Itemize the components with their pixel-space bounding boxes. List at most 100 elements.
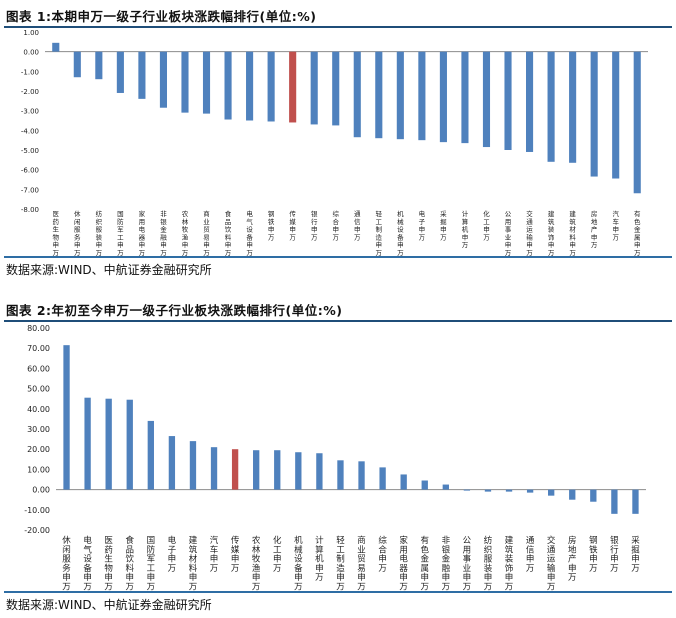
category-label: 化工申万 (273, 535, 282, 574)
bar (482, 51, 491, 148)
category-label: 电气设备申万 (83, 535, 92, 593)
y-tick-label: 80.00 (27, 324, 50, 333)
category-label: 计算机申万 (462, 209, 469, 249)
category-label: 电子申万 (419, 209, 426, 241)
category-label: 建筑装饰申万 (505, 535, 514, 593)
category-label: 机械设备申万 (397, 209, 404, 257)
bar (590, 489, 597, 502)
bar (463, 489, 471, 491)
y-tick-label: 0.00 (23, 49, 39, 57)
category-label: 公用事业申万 (463, 536, 472, 593)
category-label: 商业贸易申万 (357, 535, 366, 593)
bar (159, 51, 167, 108)
bar (295, 452, 302, 490)
category-label: 有色金属申万 (420, 535, 429, 593)
bar (526, 51, 534, 152)
category-label: 银行申万 (610, 535, 619, 574)
category-label: 食品饮料申万 (125, 535, 134, 593)
bar (126, 399, 133, 490)
bar (181, 51, 189, 113)
bar (396, 51, 404, 140)
y-tick-label: -5.00 (21, 147, 39, 155)
bar (353, 51, 361, 138)
y-tick-label: 40.00 (27, 405, 50, 414)
bar (461, 51, 469, 144)
bar (84, 397, 91, 490)
bar (289, 51, 297, 123)
category-label: 钢铁申万 (589, 535, 598, 574)
bar (547, 51, 555, 162)
category-label: 通信申万 (526, 535, 535, 574)
bar (418, 51, 426, 141)
bar (526, 489, 534, 493)
category-label: 有色金属申万 (634, 209, 641, 257)
category-label: 非银金融申万 (442, 535, 451, 593)
category-label: 商业贸易申万 (203, 209, 210, 257)
y-tick-label: -1.00 (21, 68, 39, 76)
category-label: 房地产申万 (568, 535, 577, 583)
category-label: 轻工制造申万 (336, 535, 345, 593)
category-label: 化工申万 (483, 209, 490, 241)
bar (400, 474, 407, 490)
category-label: 通信申万 (354, 209, 361, 241)
bar (105, 398, 112, 490)
bar (590, 51, 598, 177)
figure2-top-rule (4, 320, 672, 322)
category-label: 公用事业申万 (505, 210, 512, 257)
bar (147, 420, 154, 490)
bar (332, 51, 340, 126)
y-tick-label: -2.00 (21, 88, 39, 96)
y-tick-label: 50.00 (27, 385, 50, 394)
y-tick-label: 30.00 (27, 425, 50, 434)
bar (231, 449, 239, 490)
category-label: 交通运输申万 (526, 209, 533, 257)
bar (439, 51, 447, 143)
category-label: 传媒申万 (289, 209, 296, 241)
bar (316, 453, 323, 490)
bar (358, 461, 365, 490)
category-label: 机械设备申万 (294, 535, 303, 593)
category-label: 传媒申万 (231, 535, 240, 574)
category-label: 纺织服装申万 (484, 535, 493, 593)
bar (379, 467, 386, 490)
category-label: 综合申万 (378, 535, 387, 574)
bar (484, 489, 492, 492)
category-label: 银行申万 (311, 209, 318, 241)
category-label: 农林牧渔申万 (252, 535, 261, 593)
bar (168, 436, 176, 490)
y-tick-label: 20.00 (27, 445, 50, 454)
bar (210, 447, 218, 490)
category-label: 轻工制造申万 (376, 209, 383, 257)
bar (569, 51, 577, 163)
chart1: 1.00 0.00 -1.00 -2.00 -3.00 -4.00 -5.00 -6.00 -7… (21, 29, 648, 257)
figure2-source: 数据来源:WIND、中航证券金融研究所 (6, 598, 212, 612)
bar (138, 51, 146, 99)
y-tick-label: -8.00 (21, 206, 39, 214)
y-tick-label: -7.00 (21, 186, 39, 194)
bar (95, 51, 103, 80)
category-label: 汽车申万 (210, 535, 219, 574)
y-tick-label: 0.00 (32, 486, 50, 495)
category-label: 房地产申万 (591, 209, 598, 249)
y-tick-label: 60.00 (27, 364, 50, 373)
bar (504, 51, 512, 150)
bar (611, 489, 618, 514)
category-label: 汽车申万 (612, 209, 619, 241)
y-tick-label: 10.00 (27, 465, 50, 474)
category-label: 家用电器申万 (399, 535, 408, 593)
category-label: 采掘申万 (631, 535, 640, 574)
category-label: 钢铁申万 (268, 210, 275, 241)
bar (246, 51, 254, 121)
category-label: 计算机申万 (315, 535, 324, 583)
bar (337, 460, 344, 490)
bar (267, 51, 275, 122)
bar (633, 51, 641, 194)
category-label: 医药生物申万 (53, 210, 60, 257)
category-label: 国防军工申万 (117, 210, 124, 257)
y-tick-label: -6.00 (21, 167, 39, 175)
figure1-source: 数据来源:WIND、中航证券金融研究所 (6, 263, 212, 277)
bar (253, 450, 260, 490)
category-label: 休闲服务申万 (74, 209, 81, 257)
bar (569, 489, 576, 500)
category-label: 建筑装饰申万 (548, 209, 555, 257)
